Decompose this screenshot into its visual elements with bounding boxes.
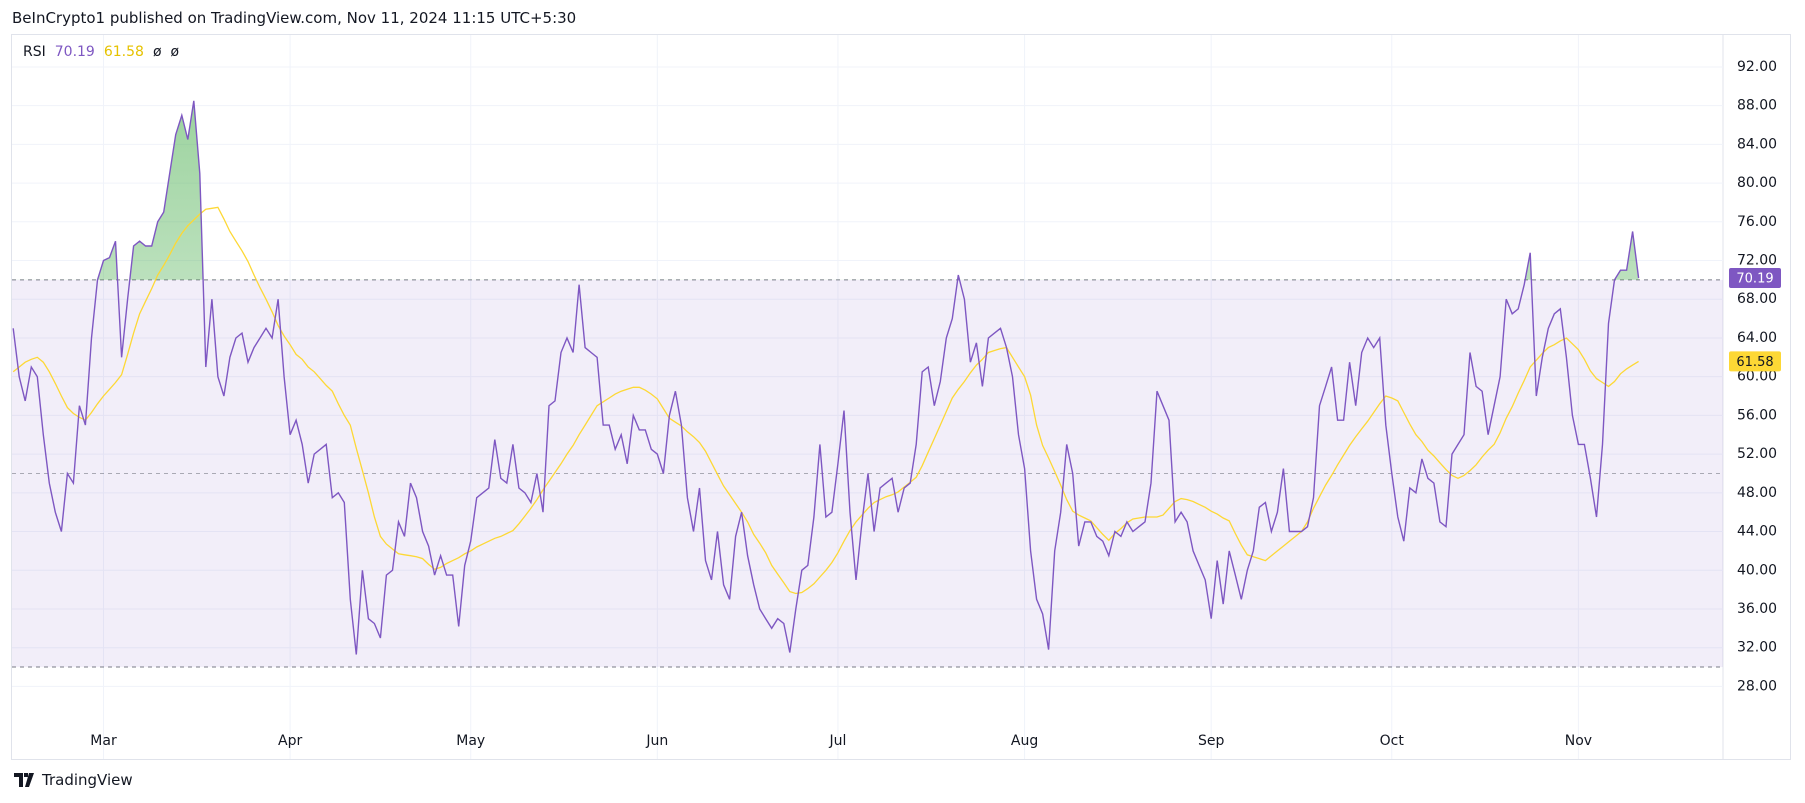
y-tick-label: 36.00	[1737, 601, 1777, 617]
y-tick-label: 68.00	[1737, 291, 1777, 307]
legend-ma-value: 61.58	[103, 44, 144, 60]
legend-indicator: RSI	[23, 44, 46, 60]
y-tick-label: 92.00	[1737, 59, 1777, 75]
y-tick-label: 32.00	[1737, 640, 1777, 656]
footer-brand: TradingView	[42, 771, 133, 789]
y-tick-label: 84.00	[1737, 136, 1777, 152]
y-tick-label: 48.00	[1737, 485, 1777, 501]
y-tick-label: 76.00	[1737, 214, 1777, 230]
legend: RSI 70.19 61.58 ø ø	[23, 44, 179, 60]
legend-na: ø	[170, 44, 180, 60]
y-tick-label: 80.00	[1737, 175, 1777, 191]
y-tick-label: 44.00	[1737, 524, 1777, 540]
y-tick-label: 40.00	[1737, 562, 1777, 578]
rsi-line	[12, 100, 1640, 655]
x-tick-label: May	[456, 733, 485, 749]
x-tick-label: Oct	[1380, 733, 1405, 749]
legend-rsi-value: 70.19	[54, 44, 95, 60]
chart-frame	[11, 34, 1791, 760]
tv-logo	[14, 773, 34, 787]
x-tick-label: Sep	[1198, 733, 1225, 749]
y-tick-label: 88.00	[1737, 98, 1777, 114]
x-tick-label: Jun	[645, 733, 668, 749]
last-value-label: 70.19	[1736, 272, 1773, 287]
x-tick-label: Jul	[828, 733, 846, 749]
legend-na: ø	[152, 44, 162, 60]
x-tick-label: Nov	[1565, 733, 1592, 749]
x-tick-label: Aug	[1011, 733, 1038, 749]
publish-header: BeInCrypto1 published on TradingView.com…	[12, 9, 577, 27]
last-value-box	[1729, 268, 1781, 289]
y-tick-label: 56.00	[1737, 407, 1777, 423]
rsi-ma-line	[12, 206, 1639, 595]
x-tick-label: Mar	[90, 733, 117, 749]
x-tick-label: Apr	[278, 733, 302, 749]
y-tick-label: 60.00	[1737, 369, 1777, 385]
overbought-area	[13, 100, 1639, 280]
last-value-label: 61.58	[1736, 355, 1773, 370]
last-value-box	[1729, 351, 1781, 372]
y-tick-label: 72.00	[1737, 253, 1777, 269]
footer: TradingView	[14, 771, 133, 789]
y-tick-label: 28.00	[1737, 678, 1777, 694]
y-tick-label: 52.00	[1737, 446, 1777, 462]
y-tick-label: 64.00	[1737, 330, 1777, 346]
